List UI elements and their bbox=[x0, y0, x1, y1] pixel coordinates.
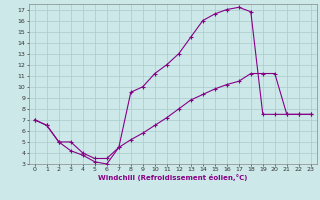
X-axis label: Windchill (Refroidissement éolien,°C): Windchill (Refroidissement éolien,°C) bbox=[98, 174, 247, 181]
